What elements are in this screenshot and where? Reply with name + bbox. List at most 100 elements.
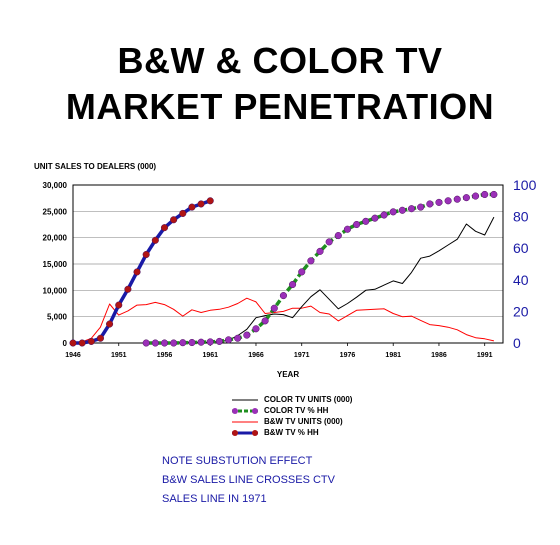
- data-point: [206, 197, 214, 205]
- data-point: [334, 232, 342, 240]
- legend-label-color-units: COLOR TV UNITS (000): [264, 395, 353, 404]
- data-point: [490, 190, 498, 199]
- y-axis-label: UNIT SALES TO DEALERS (000): [34, 162, 157, 171]
- legend-item-color-units: COLOR TV UNITS (000): [230, 394, 352, 405]
- note-line-3: SALES LINE IN 1971: [162, 493, 267, 505]
- data-point: [316, 247, 324, 255]
- legend-item-color-pct: COLOR TV % HH: [230, 405, 352, 416]
- data-point: [343, 225, 352, 233]
- data-point: [380, 211, 388, 219]
- plot-frame: [72, 184, 504, 344]
- data-point: [481, 190, 489, 199]
- x-tick-label: 1956: [157, 352, 173, 359]
- data-point: [453, 195, 461, 203]
- note-text: NOTE SUBSTUTION EFFECT B&W SALES LINE CR…: [162, 452, 335, 509]
- series-line-2: [72, 297, 495, 344]
- legend-label-bw-pct: B&W TV % HH: [264, 428, 319, 437]
- legend-swatch-color-units: [232, 399, 258, 400]
- data-point: [472, 192, 480, 200]
- legend: COLOR TV UNITS (000) COLOR TV % HH B&W T…: [230, 394, 352, 438]
- data-point: [307, 257, 315, 265]
- x-tick-label: 1991: [477, 352, 493, 359]
- data-point: [188, 203, 196, 211]
- y-tick-label: 25,000: [43, 207, 68, 216]
- data-point: [78, 339, 86, 347]
- data-point: [179, 209, 187, 217]
- x-tick-label: 1986: [431, 352, 447, 359]
- data-point: [142, 250, 150, 259]
- data-point: [96, 334, 104, 342]
- data-point: [160, 224, 169, 232]
- x-tick-label: 1946: [65, 352, 81, 359]
- x-tick-label: 1961: [202, 352, 218, 359]
- data-point: [179, 339, 187, 347]
- data-point: [325, 238, 333, 246]
- data-point: [151, 339, 159, 347]
- data-point: [353, 220, 361, 229]
- legend-item-bw-pct: B&W TV % HH: [230, 427, 352, 438]
- legend-item-bw-units: B&W TV UNITS (000): [230, 416, 352, 427]
- note-line-1: NOTE SUBSTUTION EFFECT: [162, 455, 313, 467]
- data-point: [243, 331, 251, 339]
- data-point: [170, 339, 178, 347]
- data-point: [252, 325, 260, 333]
- data-point: [435, 198, 443, 206]
- y-tick-label: 20,000: [43, 234, 68, 243]
- x-tick-label: 1971: [294, 352, 310, 359]
- legend-swatch-bw-units: [232, 421, 258, 422]
- data-point: [398, 206, 406, 214]
- data-point: [206, 338, 214, 346]
- y-tick-label: 0: [63, 339, 68, 348]
- y-tick-label: 5,000: [47, 313, 68, 322]
- data-point: [426, 200, 434, 208]
- y2-tick-label: 0: [513, 335, 521, 351]
- data-point: [298, 268, 306, 276]
- data-point: [124, 285, 132, 293]
- data-point: [289, 280, 297, 289]
- data-point: [133, 268, 141, 276]
- x-tick-label: 1966: [248, 352, 264, 359]
- data-point: [362, 217, 370, 225]
- data-point: [371, 214, 379, 222]
- data-point: [261, 317, 269, 325]
- legend-swatch-bw-pct: [232, 429, 258, 436]
- data-point: [407, 205, 416, 213]
- x-tick-label: 1951: [111, 352, 127, 359]
- y-tick-label: 30,000: [43, 181, 68, 190]
- series-line-3: [73, 199, 211, 345]
- y2-tick-label: 60: [513, 240, 529, 256]
- data-point: [142, 339, 150, 347]
- data-point: [444, 197, 452, 205]
- y2-tick-label: 20: [513, 303, 529, 319]
- data-point: [224, 336, 233, 344]
- legend-swatch-color-pct: [232, 407, 258, 414]
- data-point: [197, 200, 205, 208]
- note-line-2: B&W SALES LINE CROSSES CTV: [162, 474, 335, 486]
- x-tick-label: 1976: [340, 352, 356, 359]
- data-point: [188, 338, 196, 347]
- series-line-0: [146, 216, 495, 344]
- x-tick-label: 1981: [385, 352, 401, 359]
- title-line-2: MARKET PENETRATION: [65, 86, 495, 127]
- data-point: [234, 334, 242, 342]
- y-tick-label: 10,000: [43, 286, 68, 295]
- y-tick-label: 15,000: [43, 260, 68, 269]
- data-point: [69, 339, 77, 347]
- legend-label-bw-units: B&W TV UNITS (000): [264, 417, 343, 426]
- data-point: [389, 208, 397, 216]
- data-point: [270, 304, 278, 312]
- y2-tick-label: 40: [513, 272, 529, 288]
- data-point: [87, 337, 95, 345]
- y2-tick-label: 100: [513, 177, 537, 193]
- data-point: [215, 337, 223, 345]
- series-line-1: [146, 192, 494, 345]
- data-point: [417, 203, 425, 211]
- title-line-1: B&W & COLOR TV: [117, 40, 443, 81]
- data-point: [115, 301, 123, 309]
- data-point: [279, 292, 287, 300]
- y2-tick-label: 80: [513, 209, 529, 225]
- data-point: [170, 216, 178, 224]
- data-point: [197, 338, 205, 346]
- data-point: [160, 339, 169, 347]
